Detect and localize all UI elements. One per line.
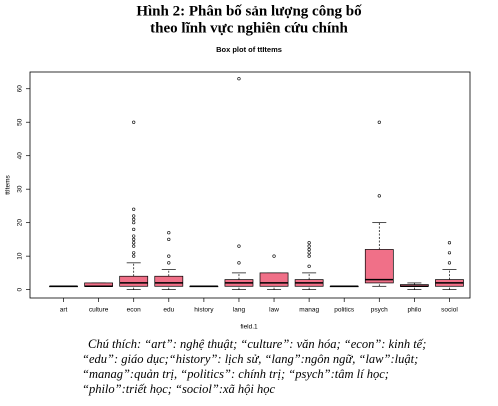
x-tick-label: edu: [163, 307, 174, 314]
y-tick-label: 30: [17, 185, 24, 193]
outlier: [132, 120, 136, 124]
outlier: [167, 261, 171, 265]
outlier: [377, 194, 381, 198]
outlier: [132, 244, 136, 248]
outlier: [132, 237, 136, 242]
outlier: [447, 261, 452, 265]
outlier: [307, 247, 311, 252]
caption-line: “manag”:quản trị, “politics”: chính trị;…: [82, 367, 389, 381]
box: [154, 275, 184, 287]
box: [259, 272, 289, 287]
outlier: [237, 261, 241, 265]
y-tick-label: 40: [17, 152, 24, 160]
outlier: [167, 237, 171, 242]
x-tick-label: culture: [89, 307, 109, 314]
y-tick-label: 0: [17, 287, 24, 291]
chart-title: Box plot of ttItems: [216, 45, 282, 54]
outlier: [132, 234, 136, 238]
x-tick-label: politics: [334, 307, 355, 314]
box: [119, 275, 149, 287]
outlier: [132, 241, 136, 245]
y-tick-label: 50: [17, 118, 24, 126]
x-tick-label: history: [194, 307, 214, 314]
outlier: [447, 241, 452, 245]
outlier: [167, 254, 171, 258]
outlier: [377, 120, 381, 124]
outlier: [307, 254, 311, 258]
caption-line: Chú thích: “art”: nghệ thuật; “culture”:…: [88, 337, 426, 351]
plot-frame: [29, 71, 471, 299]
outlier: [307, 241, 311, 245]
figure-title: theo lĩnh vực nghiên cứu chính: [150, 20, 348, 36]
outlier: [167, 231, 171, 235]
x-tick-label: sociol: [441, 307, 458, 314]
outlier: [132, 214, 136, 218]
x-tick-label: law: [269, 307, 279, 314]
outlier: [307, 264, 311, 268]
outlier: [132, 254, 136, 258]
outlier: [132, 217, 136, 221]
x-tick-label: econ: [127, 307, 141, 314]
x-tick-label: art: [60, 307, 68, 314]
y-tick-label: 60: [17, 85, 24, 93]
caption-line: “edu”: giáo dục;“history”: lịch sử, “lan…: [82, 352, 418, 366]
outlier: [307, 244, 311, 248]
y-axis-label: ttItems: [5, 175, 12, 195]
x-tick-label: psych: [371, 307, 388, 314]
outlier: [447, 251, 452, 255]
outlier: [132, 221, 136, 225]
figure-title: Hình 2: Phân bố sản lượng công bố: [136, 3, 362, 19]
x-tick-label: manag: [299, 307, 319, 314]
outlier: [272, 254, 276, 258]
outlier: [132, 251, 136, 255]
caption-line: “philo”:triết học; “sociol”:xã hội học: [82, 382, 276, 396]
outlier: [132, 207, 136, 211]
x-axis-label: field.1: [240, 324, 258, 331]
x-tick-label: lang: [233, 307, 246, 314]
outlier: [237, 244, 241, 248]
outlier: [307, 251, 311, 255]
outlier: [237, 77, 241, 81]
y-tick-label: 10: [17, 252, 24, 260]
x-tick-label: philo: [408, 307, 422, 314]
box: [364, 249, 394, 284]
outlier: [132, 227, 136, 231]
y-tick-label: 20: [17, 219, 24, 227]
